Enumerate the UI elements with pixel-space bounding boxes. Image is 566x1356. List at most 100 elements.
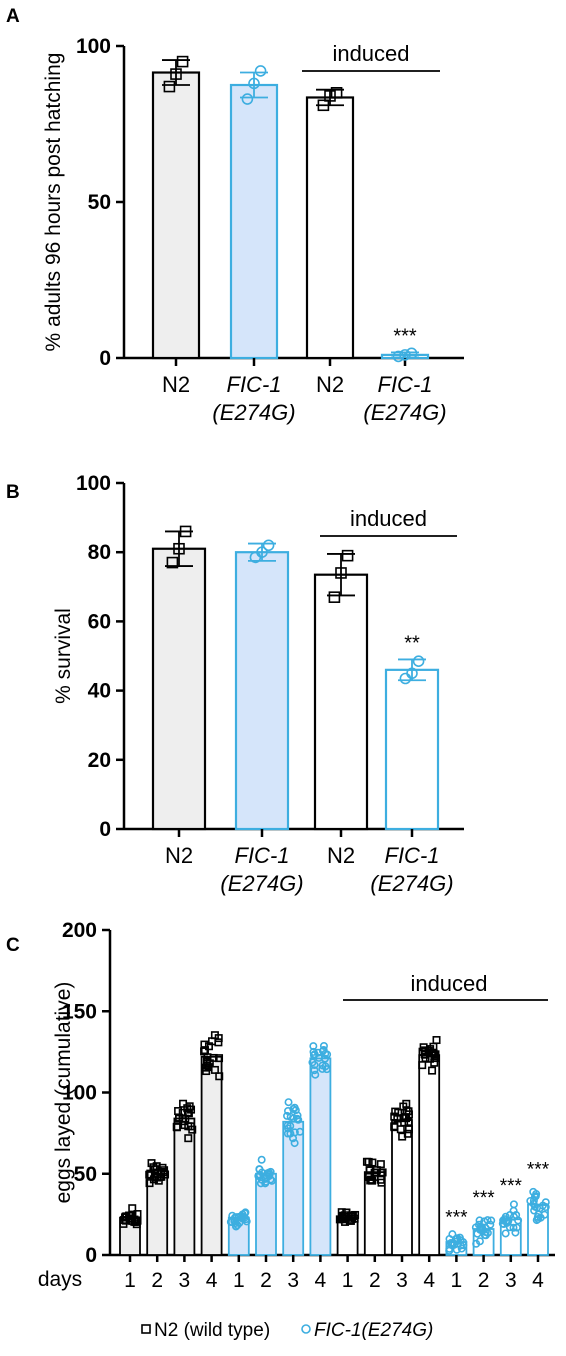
x-tick-label: 2	[369, 1269, 381, 1292]
data-point	[284, 1098, 293, 1107]
data-point	[406, 667, 418, 680]
bar	[234, 551, 290, 831]
x-tick-label: FIC-1	[235, 843, 290, 868]
data-point	[215, 1054, 224, 1063]
data-point	[293, 1114, 302, 1123]
data-point	[254, 65, 267, 77]
data-point	[174, 1107, 183, 1116]
legend-marker-n2	[141, 1324, 151, 1334]
significance-label: ***	[473, 1188, 496, 1209]
data-point	[399, 1102, 408, 1111]
data-point	[133, 1210, 142, 1219]
induced-label: induced	[332, 41, 409, 66]
data-point	[256, 1179, 265, 1188]
data-point	[509, 1223, 518, 1232]
data-point	[399, 349, 411, 361]
bar	[309, 1057, 332, 1256]
data-point	[430, 1054, 439, 1063]
x-tick-label: 4	[206, 1269, 218, 1292]
data-point	[238, 1212, 247, 1221]
data-point	[362, 1157, 371, 1166]
x-tick-label: 3	[396, 1269, 408, 1292]
data-point	[255, 1170, 264, 1179]
bar	[200, 1055, 223, 1256]
y-tick-label: 0	[99, 818, 111, 841]
y-tick-label: 0	[99, 347, 111, 370]
x-axis-title: days	[38, 1268, 82, 1291]
data-point	[364, 1172, 373, 1181]
data-point	[368, 1158, 377, 1167]
data-point	[474, 1220, 483, 1229]
x-tick-label: 1	[451, 1269, 463, 1292]
data-point	[501, 1229, 510, 1238]
y-axis-title: % adults 96 hours post hatching	[42, 53, 65, 352]
data-point	[310, 1066, 319, 1075]
data-point	[317, 99, 330, 112]
data-point	[230, 1217, 239, 1226]
significance-label: ***	[527, 1159, 550, 1180]
y-tick-label: 0	[85, 1244, 97, 1267]
data-point	[215, 1072, 224, 1081]
data-point	[456, 1241, 465, 1250]
data-point	[184, 1134, 193, 1143]
data-point	[179, 525, 192, 538]
data-point	[511, 1228, 520, 1237]
data-point	[322, 1065, 331, 1074]
y-tick-label: 50	[74, 1163, 97, 1186]
data-point	[284, 1124, 293, 1133]
data-point	[262, 539, 275, 552]
data-point	[505, 1223, 514, 1232]
data-point	[328, 591, 341, 603]
x-tick-label: 2	[151, 1269, 163, 1292]
x-tick-label: N2	[327, 843, 355, 868]
data-point	[372, 1168, 381, 1177]
panel-c-letter: C	[6, 935, 20, 956]
data-point	[289, 1114, 298, 1123]
data-point	[179, 1099, 188, 1108]
data-point	[214, 1038, 223, 1047]
bar	[305, 96, 355, 360]
panel-b-chart: 0 20 40 60 80 100 % survival N2 FIC-1 (E274G) N2 **…	[52, 472, 464, 896]
x-tick-label: (E274G)	[370, 871, 453, 896]
legend: N2 (wild type) FIC-1(E274G)	[141, 1320, 433, 1341]
data-point	[472, 1239, 481, 1248]
data-point	[146, 1171, 155, 1180]
y-tick-label: 20	[88, 749, 111, 772]
y-tick-label: 100	[62, 1082, 97, 1105]
y-tick-label: 50	[88, 191, 111, 214]
data-point	[283, 1111, 292, 1120]
bar	[384, 668, 440, 831]
data-point	[163, 80, 176, 93]
panel-a-letter: A	[6, 6, 20, 27]
y-tick-label: 40	[88, 680, 111, 703]
y-tick-label: 100	[76, 35, 111, 58]
y-tick-label: 100	[76, 472, 111, 495]
x-tick-label: (E274G)	[212, 400, 295, 425]
x-tick-label: 3	[287, 1269, 299, 1292]
data-point	[257, 1155, 266, 1164]
data-point	[455, 1233, 464, 1242]
panel-b-letter: B	[6, 482, 20, 503]
data-point	[499, 1216, 508, 1225]
data-point	[428, 1066, 437, 1075]
x-tick-label: FIC-1	[385, 843, 440, 868]
data-point	[509, 1200, 518, 1209]
data-point	[324, 90, 336, 102]
data-point	[538, 1201, 547, 1210]
data-point	[170, 68, 182, 80]
data-point	[173, 542, 185, 555]
data-point	[390, 1122, 399, 1131]
induced-label: induced	[410, 971, 487, 996]
data-point	[150, 1165, 159, 1174]
data-point	[230, 1213, 239, 1222]
data-point	[290, 1128, 299, 1137]
data-point	[348, 1212, 357, 1221]
x-tick-label: FIC-1	[227, 372, 282, 397]
data-point	[509, 1212, 518, 1221]
data-point	[330, 87, 343, 99]
data-point	[311, 1070, 320, 1079]
data-point	[176, 55, 189, 68]
y-axis-title: eggs layed (cumulative)	[52, 982, 75, 1204]
data-point	[172, 1123, 181, 1132]
data-point	[265, 1172, 274, 1181]
